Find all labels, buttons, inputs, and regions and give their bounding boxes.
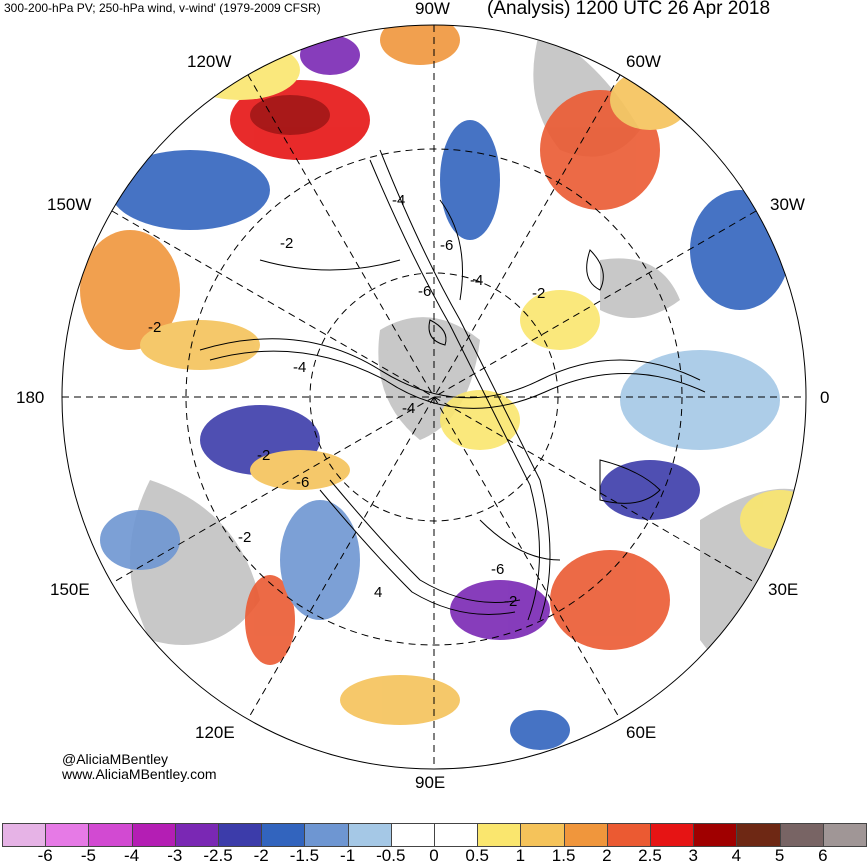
colorbar-tick-label: 2.5 (638, 846, 662, 865)
contour-label: -2 (280, 235, 293, 252)
colorbar-swatch (174, 823, 219, 847)
colorbar-swatch (304, 823, 349, 847)
colorbar-swatch (822, 823, 867, 847)
colorbar-tick-label: 0.5 (465, 846, 490, 865)
lon-label-90w: 90W (415, 0, 450, 18)
colorbar-swatch (45, 823, 90, 847)
contour-label: -6 (440, 237, 453, 254)
colorbar-tick-label: 4 (731, 846, 742, 865)
colorbar-tick-label: -4 (124, 846, 140, 865)
contour-label: -2 (238, 529, 251, 546)
colorbar-swatch (520, 823, 565, 847)
colorbar-swatch (650, 823, 695, 847)
lon-label-30e: 30E (768, 580, 799, 599)
colorbar-swatch (261, 823, 306, 847)
contour-label: -4 (402, 400, 415, 417)
contour-label-group: -4 -6 -2 -4 -6 -4 -2 -2 -4 -2 -6 -2 4 -6… (148, 192, 545, 610)
colorbar-swatch (218, 823, 263, 847)
colorbar-swatch (736, 823, 781, 847)
credit: @AliciaMBentley www.AliciaMBentley.com (62, 752, 217, 782)
contour-label: -2 (257, 447, 270, 464)
contour-label: -2 (532, 285, 545, 302)
colorbar-tick-label: 3 (688, 846, 698, 865)
colorbar-swatch (693, 823, 738, 847)
colorbar-swatch (606, 823, 651, 847)
map-boundary (61, 24, 807, 770)
contour-label: -4 (293, 359, 306, 376)
colorbar-swatch (88, 823, 133, 847)
contour-label: -6 (296, 474, 309, 491)
colorbar-tick-label: -2.5 (203, 846, 233, 865)
colorbar: -6 -5 -4 -3 -2.5 -2 -1.5 -1 -0.5 0 0.5 1 1.5 2 2.5 3 4 5 6 (0, 823, 868, 865)
lon-label-0: 0 (820, 388, 830, 407)
contour-label: -4 (470, 272, 483, 289)
colorbar-tick-label: -5 (80, 846, 96, 865)
colorbar-tick-label: -6 (37, 846, 53, 865)
colorbar-tick-label: 1 (515, 846, 526, 865)
contour-label: -6 (418, 283, 431, 300)
graticule (62, 25, 806, 769)
colorbar-tick-label: -3 (167, 846, 183, 865)
contour-label: 4 (374, 584, 382, 601)
colorbar-tick-label: 1.5 (551, 846, 576, 865)
colorbar-tick-label: -1.5 (289, 846, 320, 865)
contour-label: -2 (504, 593, 517, 610)
colorbar-tick-label: 5 (774, 846, 785, 865)
colorbar-swatch (779, 823, 824, 847)
credit-website: www.AliciaMBentley.com (62, 766, 217, 782)
contour-label: -4 (392, 192, 405, 209)
lon-label-180: 180 (16, 388, 45, 407)
colorbar-tick-label: 6 (818, 846, 828, 865)
colorbar-swatch (347, 823, 392, 847)
colorbar-swatch (434, 823, 479, 847)
map-title: 300-200-hPa PV; 250-hPa wind, v-wind' (1… (4, 1, 321, 15)
analysis-time: (Analysis) 1200 UTC 26 Apr 2018 (487, 0, 771, 19)
lon-label-30w: 30W (770, 195, 805, 214)
colorbar-swatch (563, 823, 608, 847)
lon-label-120e: 120E (195, 723, 235, 742)
colorbar-tick-label: -0.5 (376, 846, 406, 865)
colorbar-swatch (131, 823, 176, 847)
colorbar-tick-label: -2 (253, 846, 269, 865)
lon-label-60e: 60E (626, 723, 657, 742)
colorbar-tick-label: -1 (340, 846, 356, 865)
contour-label: -2 (148, 319, 161, 336)
lon-label-60w: 60W (626, 52, 661, 71)
colorbar-tick-label: 2 (602, 846, 612, 865)
colorbar-swatch (2, 823, 47, 847)
lon-label-90e: 90E (415, 773, 446, 792)
lon-label-150w: 150W (47, 195, 92, 214)
colorbar-swatch (477, 823, 522, 847)
contour-lines (199, 149, 706, 621)
contour-label: -6 (491, 561, 504, 578)
pv-shading (80, 25, 806, 750)
lon-label-120w: 120W (187, 52, 232, 71)
colorbar-tick-label: 0 (429, 846, 439, 865)
colorbar-swatch (390, 823, 435, 847)
lon-label-150e: 150E (50, 580, 90, 599)
credit-handle: @AliciaMBentley (62, 751, 169, 767)
